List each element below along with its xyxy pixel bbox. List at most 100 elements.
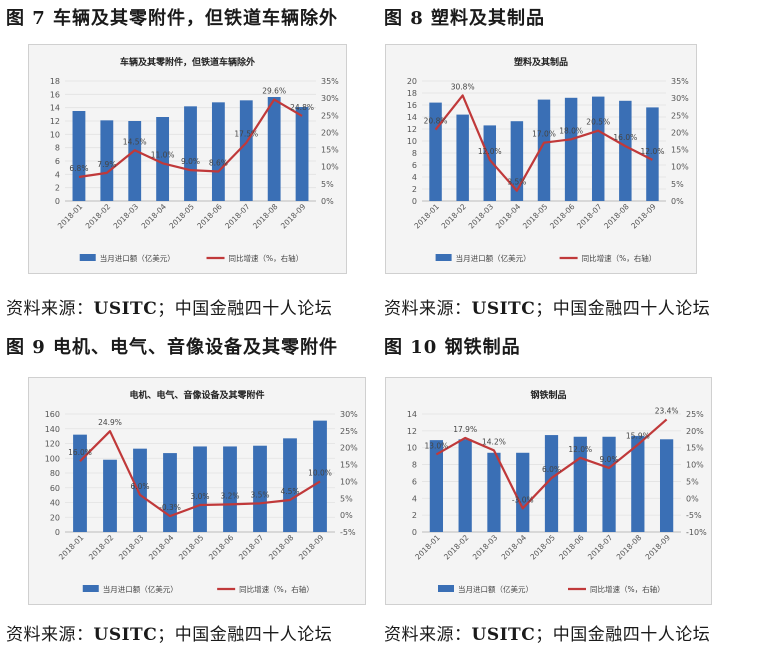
x-tick-label: 2018-04	[147, 533, 176, 562]
data-label: 29.6%	[262, 87, 286, 96]
bar	[619, 100, 632, 201]
x-tick-label: 2018-03	[471, 533, 500, 562]
left-tick-label: 0	[55, 197, 60, 206]
figure-9-source: 资料来源：USITC；中国金融四十人论坛	[6, 620, 332, 645]
left-tick-label: 12	[407, 125, 417, 134]
x-tick-label: 2018-01	[412, 202, 441, 231]
data-label: 12.0%	[478, 147, 502, 156]
data-label: 12.0%	[641, 147, 665, 156]
right-tick-label: 5%	[686, 477, 699, 486]
bar	[295, 107, 309, 201]
right-tick-label: 0%	[321, 197, 334, 206]
data-label: 13.0%	[424, 441, 448, 450]
data-label: 8.6%	[209, 159, 228, 168]
left-tick-label: 0	[412, 197, 417, 206]
x-tick-label: 2018-02	[87, 533, 116, 562]
data-label: 24.8%	[290, 103, 314, 112]
x-tick-label: 2018-01	[56, 202, 85, 231]
bar	[429, 440, 444, 532]
left-tick-label: 80	[50, 469, 60, 478]
x-tick-label: 2018-05	[167, 202, 196, 231]
data-label: -0.3%	[159, 503, 181, 512]
figure-8-chart: 塑料及其制品 0 2 4 6 8 10 12 14 16 18 20 0% 5% 10% 15% 20% 25% 3…	[407, 56, 689, 263]
left-tick-label: 12	[407, 427, 417, 436]
left-tick-label: 2	[412, 185, 417, 194]
left-tick-label: 120	[45, 440, 60, 449]
right-tick-label: 10%	[671, 163, 689, 172]
right-tick-label: 25%	[686, 410, 704, 419]
source-org: USITC	[93, 625, 158, 645]
source-suffix: ；中国金融四十人论坛	[157, 625, 333, 645]
x-tick-label: 2018-04	[139, 202, 168, 231]
right-tick-label: 0%	[340, 511, 353, 520]
right-tick-label: 15%	[321, 146, 339, 155]
bar	[458, 439, 472, 532]
right-tick-label: 25%	[340, 427, 358, 436]
source-org: USITC	[471, 299, 536, 319]
right-tick-label: 30%	[671, 94, 689, 103]
right-tick-label: 25%	[321, 111, 339, 120]
data-label: 17.5%	[234, 130, 258, 139]
figure-10-chart-frame: 钢铁制品 0 2 4 6 8 10 12 14 -10% -5% 0% 5% 10% 15% 20% 25% 20…	[385, 377, 712, 605]
left-tick-label: 4	[412, 494, 417, 503]
data-label: 16.0%	[68, 448, 92, 457]
figure-9-title: 图 9 电机、电气、音像设备及其零附件	[6, 337, 339, 358]
x-tick-label: 2018-03	[467, 202, 496, 231]
x-tick-label: 2018-02	[84, 202, 113, 231]
right-tick-label: 30%	[321, 94, 339, 103]
growth-line	[79, 430, 321, 518]
left-tick-label: 14	[407, 113, 417, 122]
legend-bar-label: 当月进口额（亿美元）	[103, 584, 178, 594]
right-tick-label: 10%	[686, 461, 704, 470]
data-label: 3.0%	[190, 492, 209, 501]
legend-bar-label: 当月进口额（亿美元）	[456, 253, 531, 263]
left-tick-label: 18	[50, 77, 60, 86]
left-tick-label: 18	[407, 89, 417, 98]
data-label: 16.0%	[613, 133, 637, 142]
growth-line	[434, 94, 653, 192]
data-label: 11.0%	[151, 150, 175, 159]
x-tick-label: 2018-09	[643, 533, 672, 562]
chart-title: 电机、电气、音像设备及其零附件	[129, 389, 264, 401]
bar	[193, 446, 207, 532]
chart-title: 塑料及其制品	[514, 56, 568, 68]
bar	[659, 439, 674, 532]
data-label: 6.0%	[130, 482, 149, 491]
bar	[646, 107, 659, 201]
bar	[211, 102, 225, 201]
source-org: USITC	[93, 299, 158, 319]
data-label: 4.5%	[280, 487, 299, 496]
right-tick-label: -5%	[686, 511, 702, 520]
data-label: -3.0%	[512, 495, 534, 504]
bar	[133, 448, 147, 532]
left-tick-label: 6	[412, 161, 417, 170]
x-tick-label: 2018-08	[602, 202, 631, 231]
figure-8-source: 资料来源：USITC；中国金融四十人论坛	[384, 294, 710, 319]
bar	[223, 446, 237, 532]
bar	[103, 459, 117, 532]
figure-7-title: 图 7 车辆及其零附件，但铁道车辆除外	[6, 8, 339, 29]
bar	[313, 420, 327, 532]
left-tick-label: 8	[412, 461, 417, 470]
left-tick-label: 20	[407, 77, 417, 86]
source-suffix: ；中国金融四十人论坛	[535, 625, 711, 645]
figure-10-chart: 钢铁制品 0 2 4 6 8 10 12 14 -10% -5% 0% 5% 10% 15% 20% 25% 20…	[407, 389, 707, 594]
growth-line	[78, 98, 303, 179]
figure-9-chart: 电机、电气、音像设备及其零附件 0 20 40 60 80 100 120 140 160 -5% 0…	[45, 389, 358, 594]
x-tick-label: 2018-03	[117, 533, 146, 562]
right-tick-label: 15%	[340, 461, 358, 470]
data-label: 3.5%	[250, 490, 269, 499]
source-prefix: 资料来源：	[384, 299, 472, 319]
legend-bar-label: 当月进口额（亿美元）	[458, 584, 533, 594]
right-tick-label: 20%	[671, 128, 689, 137]
data-label: 17.0%	[532, 130, 556, 139]
figure-7-chart: 车辆及其零附件，但铁道车辆除外 0 2 4 6 8 10 12 14 16 18 0% 5% 10% 15%…	[50, 56, 339, 263]
x-tick-label: 2018-06	[548, 202, 577, 231]
source-prefix: 资料来源：	[6, 625, 94, 645]
bar	[253, 445, 267, 532]
right-tick-label: 10%	[321, 163, 339, 172]
right-tick-label: -10%	[686, 528, 707, 537]
data-label: 7.9%	[97, 160, 116, 169]
x-tick-label: 2018-07	[575, 202, 604, 231]
bar	[483, 125, 497, 201]
